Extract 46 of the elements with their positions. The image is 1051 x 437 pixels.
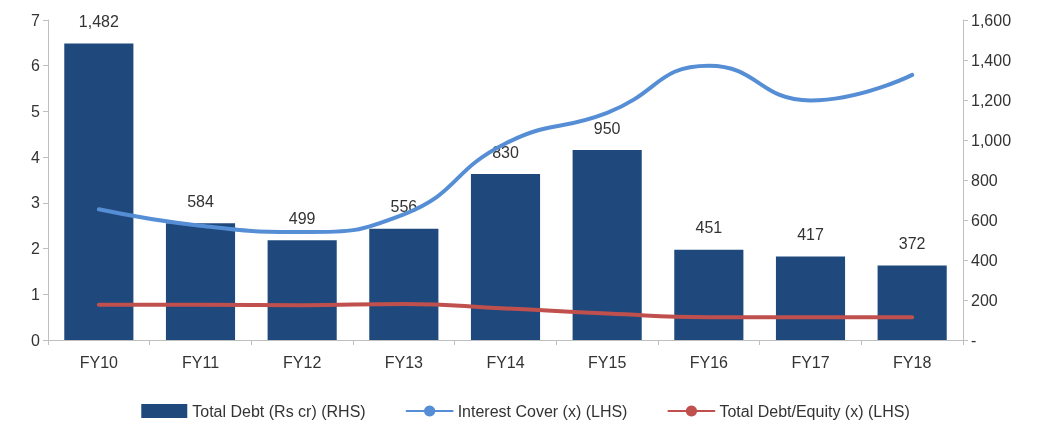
data-label: 584 bbox=[187, 192, 214, 210]
x-tick-label: FY18 bbox=[893, 353, 932, 371]
legend-label: Total Debt (Rs cr) (RHS) bbox=[192, 402, 366, 420]
data-label: 372 bbox=[898, 235, 926, 253]
x-tick-label: FY11 bbox=[181, 353, 220, 371]
y2-tick-label: 1,600 bbox=[971, 11, 1012, 29]
y2-tick-label: 1,400 bbox=[971, 51, 1012, 69]
y2-tick-label: 800 bbox=[971, 171, 998, 189]
x-tick-label: FY10 bbox=[79, 353, 119, 371]
y2-tick-label: 1,000 bbox=[971, 131, 1012, 149]
data-label: 499 bbox=[288, 209, 316, 227]
bar bbox=[64, 43, 134, 340]
line-series bbox=[96, 301, 915, 320]
data-label: 1,482 bbox=[78, 13, 119, 31]
y2-tick-label: 600 bbox=[971, 211, 998, 229]
bar bbox=[674, 249, 744, 340]
data-label: 417 bbox=[797, 226, 824, 244]
data-label: 950 bbox=[593, 119, 621, 137]
y-tick-label: 0 bbox=[31, 331, 41, 349]
bar bbox=[775, 256, 846, 340]
bar bbox=[267, 240, 337, 340]
y2-tick-label: 200 bbox=[971, 291, 998, 309]
y-tick-label: 6 bbox=[31, 57, 41, 75]
x-tick-label: FY13 bbox=[384, 353, 424, 371]
x-tick-label: FY15 bbox=[588, 353, 627, 371]
x-tick-label: FY14 bbox=[486, 353, 525, 371]
bar bbox=[470, 174, 541, 340]
y-tick-label: 1 bbox=[31, 285, 41, 303]
y2-tick-label: 1,200 bbox=[971, 91, 1012, 109]
y-tick-label: 5 bbox=[31, 102, 41, 120]
bar bbox=[369, 228, 439, 340]
y-tick-label: 4 bbox=[31, 148, 41, 166]
bar bbox=[572, 150, 642, 340]
x-tick-label: FY12 bbox=[283, 353, 322, 371]
legend-label: Interest Cover (x) (LHS) bbox=[457, 402, 628, 420]
bar bbox=[165, 223, 236, 340]
x-tick-label: FY16 bbox=[689, 353, 729, 371]
legend-label: Total Debt/Equity (x) (LHS) bbox=[719, 402, 910, 420]
bar bbox=[877, 265, 947, 340]
y-tick-label: 2 bbox=[31, 240, 41, 258]
y2-tick-label: - bbox=[971, 331, 977, 349]
y-tick-label: 3 bbox=[31, 194, 41, 212]
y-tick-label: 7 bbox=[31, 11, 41, 29]
x-tick-label: FY17 bbox=[791, 353, 830, 371]
y2-tick-label: 400 bbox=[971, 251, 998, 269]
data-label: 451 bbox=[695, 219, 723, 237]
